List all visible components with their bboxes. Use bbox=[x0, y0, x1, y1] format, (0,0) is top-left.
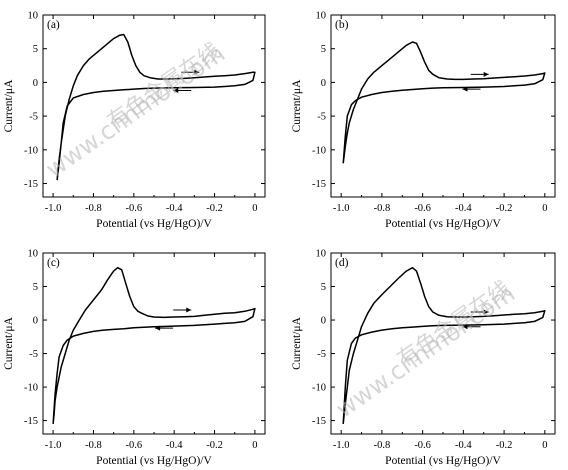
panel-label: (d) bbox=[335, 257, 349, 269]
cv-curve bbox=[342, 41, 546, 164]
y-tick-label: 10 bbox=[28, 11, 39, 22]
cv-curve bbox=[52, 266, 256, 424]
x-tick-label: -1.0 bbox=[333, 440, 350, 451]
y-tick-label: 0 bbox=[33, 78, 38, 89]
y-axis-label: Current/μA bbox=[291, 316, 303, 369]
x-axis-label: Potential (vs Hg/HgO)/V bbox=[385, 218, 501, 230]
panel-label: (a) bbox=[47, 19, 60, 31]
x-tick-label: -1.0 bbox=[333, 203, 350, 214]
y-tick-label: -5 bbox=[29, 112, 38, 123]
x-tick-label: 0 bbox=[252, 203, 257, 214]
x-tick-label: -0.8 bbox=[374, 440, 391, 451]
x-tick-label: -0.6 bbox=[414, 203, 431, 214]
y-tick-label: -5 bbox=[29, 349, 38, 360]
panel-label: (c) bbox=[47, 257, 60, 269]
y-axis-label: Current/μA bbox=[291, 79, 303, 132]
x-axis-label: Potential (vs Hg/HgO)/V bbox=[96, 455, 212, 467]
x-tick-label: -0.8 bbox=[85, 440, 102, 451]
x-tick-label: -0.2 bbox=[206, 203, 223, 214]
x-tick-label: -1.0 bbox=[45, 203, 62, 214]
chart-panel: -1.0 -0.8 -0.6 -0.4 -0.2 0 -15 -10 -5 0 5 10 Potenti… bbox=[3, 11, 266, 230]
x-axis-label: Potential (vs Hg/HgO)/V bbox=[385, 455, 501, 467]
x-tick-label: -1.0 bbox=[45, 440, 62, 451]
scan-arrow-left bbox=[155, 325, 174, 331]
x-axis-label: Potential (vs Hg/HgO)/V bbox=[96, 218, 212, 230]
y-tick-label: 5 bbox=[33, 282, 38, 293]
scan-arrow-right bbox=[173, 307, 192, 313]
y-tick-label: 10 bbox=[316, 249, 327, 260]
y-tick-label: 5 bbox=[33, 44, 38, 55]
y-tick-label: -15 bbox=[24, 416, 38, 427]
y-tick-label: -10 bbox=[24, 383, 38, 394]
y-tick-label: 10 bbox=[316, 11, 327, 22]
y-tick-label: -10 bbox=[24, 145, 38, 156]
scan-arrow-left bbox=[462, 86, 481, 92]
y-tick-label: -15 bbox=[24, 179, 38, 190]
y-tick-label: -5 bbox=[317, 112, 326, 123]
chart-panel: -1.0 -0.8 -0.6 -0.4 -0.2 0 -15 -10 -5 0 5 10 Potenti… bbox=[291, 11, 556, 230]
y-axis-label: Current/μA bbox=[3, 79, 15, 132]
chart-panel: -1.0 -0.8 -0.6 -0.4 -0.2 0 -15 -10 -5 0 5 10 Potenti… bbox=[291, 249, 556, 467]
y-tick-label: -15 bbox=[312, 179, 326, 190]
y-axis-label: Current/μA bbox=[3, 316, 15, 369]
y-tick-label: 0 bbox=[33, 316, 38, 327]
x-tick-label: -0.2 bbox=[206, 440, 223, 451]
y-tick-label: -5 bbox=[317, 349, 326, 360]
y-tick-label: 5 bbox=[321, 282, 326, 293]
x-tick-label: -0.2 bbox=[496, 440, 513, 451]
x-tick-label: -0.6 bbox=[414, 440, 431, 451]
x-tick-label: -0.4 bbox=[455, 203, 472, 214]
x-tick-label: 0 bbox=[252, 440, 257, 451]
x-tick-label: 0 bbox=[542, 440, 547, 451]
x-tick-label: -0.4 bbox=[166, 440, 183, 451]
x-tick-label: -0.8 bbox=[374, 203, 391, 214]
y-tick-label: 0 bbox=[321, 316, 326, 327]
x-tick-label: -0.2 bbox=[496, 203, 513, 214]
y-tick-label: 10 bbox=[28, 249, 39, 260]
scan-arrow-left bbox=[462, 324, 481, 330]
y-tick-label: -10 bbox=[312, 145, 326, 156]
x-tick-label: -0.8 bbox=[85, 203, 102, 214]
scan-arrow-right bbox=[181, 69, 200, 75]
scan-arrow-right bbox=[470, 309, 489, 315]
y-tick-label: 0 bbox=[321, 78, 326, 89]
y-tick-label: -10 bbox=[312, 383, 326, 394]
y-tick-label: 5 bbox=[321, 44, 326, 55]
x-tick-label: -0.4 bbox=[455, 440, 472, 451]
cv-curve bbox=[342, 266, 546, 424]
x-tick-label: -0.6 bbox=[126, 440, 143, 451]
cv-curve bbox=[56, 33, 256, 181]
scan-arrow-left bbox=[173, 87, 192, 93]
y-tick-label: -15 bbox=[312, 416, 326, 427]
panel-label: (b) bbox=[335, 19, 349, 31]
x-tick-label: -0.6 bbox=[126, 203, 143, 214]
chart-panel: -1.0 -0.8 -0.6 -0.4 -0.2 0 -15 -10 -5 0 5 10 Potenti… bbox=[3, 249, 266, 467]
scan-arrow-right bbox=[470, 71, 489, 77]
x-tick-label: 0 bbox=[542, 203, 547, 214]
x-tick-label: -0.4 bbox=[166, 203, 183, 214]
